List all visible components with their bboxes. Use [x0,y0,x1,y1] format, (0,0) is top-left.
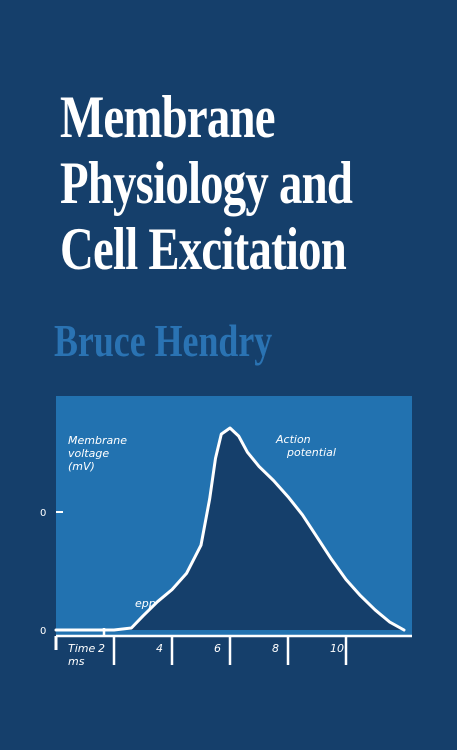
annotation-action-line-1: Action [275,433,311,446]
trace-area [56,428,404,630]
y-label-line-2: voltage [68,447,109,460]
x-label-line-1: Time [68,642,95,655]
x-tick-label-3: 6 [214,642,221,655]
x-tick-label-2: 4 [156,642,163,655]
title-line-2: Physiology and [60,150,353,216]
x-label-line-2: ms [68,655,85,668]
y-label-line-1: Membrane [68,434,127,447]
x-tick-label-1: 2 [98,642,105,655]
book-title: Membrane Physiology and Cell Excitation [60,84,356,282]
annotation-epp: epp [135,597,156,610]
title-line-1: Membrane [60,84,275,150]
x-tick-label-4: 8 [272,642,279,655]
title-line-3: Cell Excitation [60,216,347,282]
y-tick-label-lower: 0 [40,626,46,637]
x-ticks: 2 4 6 8 10 [98,636,348,665]
action-potential-chart: 2 4 6 8 10 0 0 Membrane voltage (mV) Action … [40,396,412,668]
y-label-line-3: (mV) [68,460,95,473]
annotation-action-line-2: potential [286,446,336,459]
book-author: Bruce Hendry [54,315,273,366]
voltage-trace [54,426,406,632]
x-tick-label-5: 10 [330,642,344,655]
y-tick-label-upper: 0 [40,508,46,519]
